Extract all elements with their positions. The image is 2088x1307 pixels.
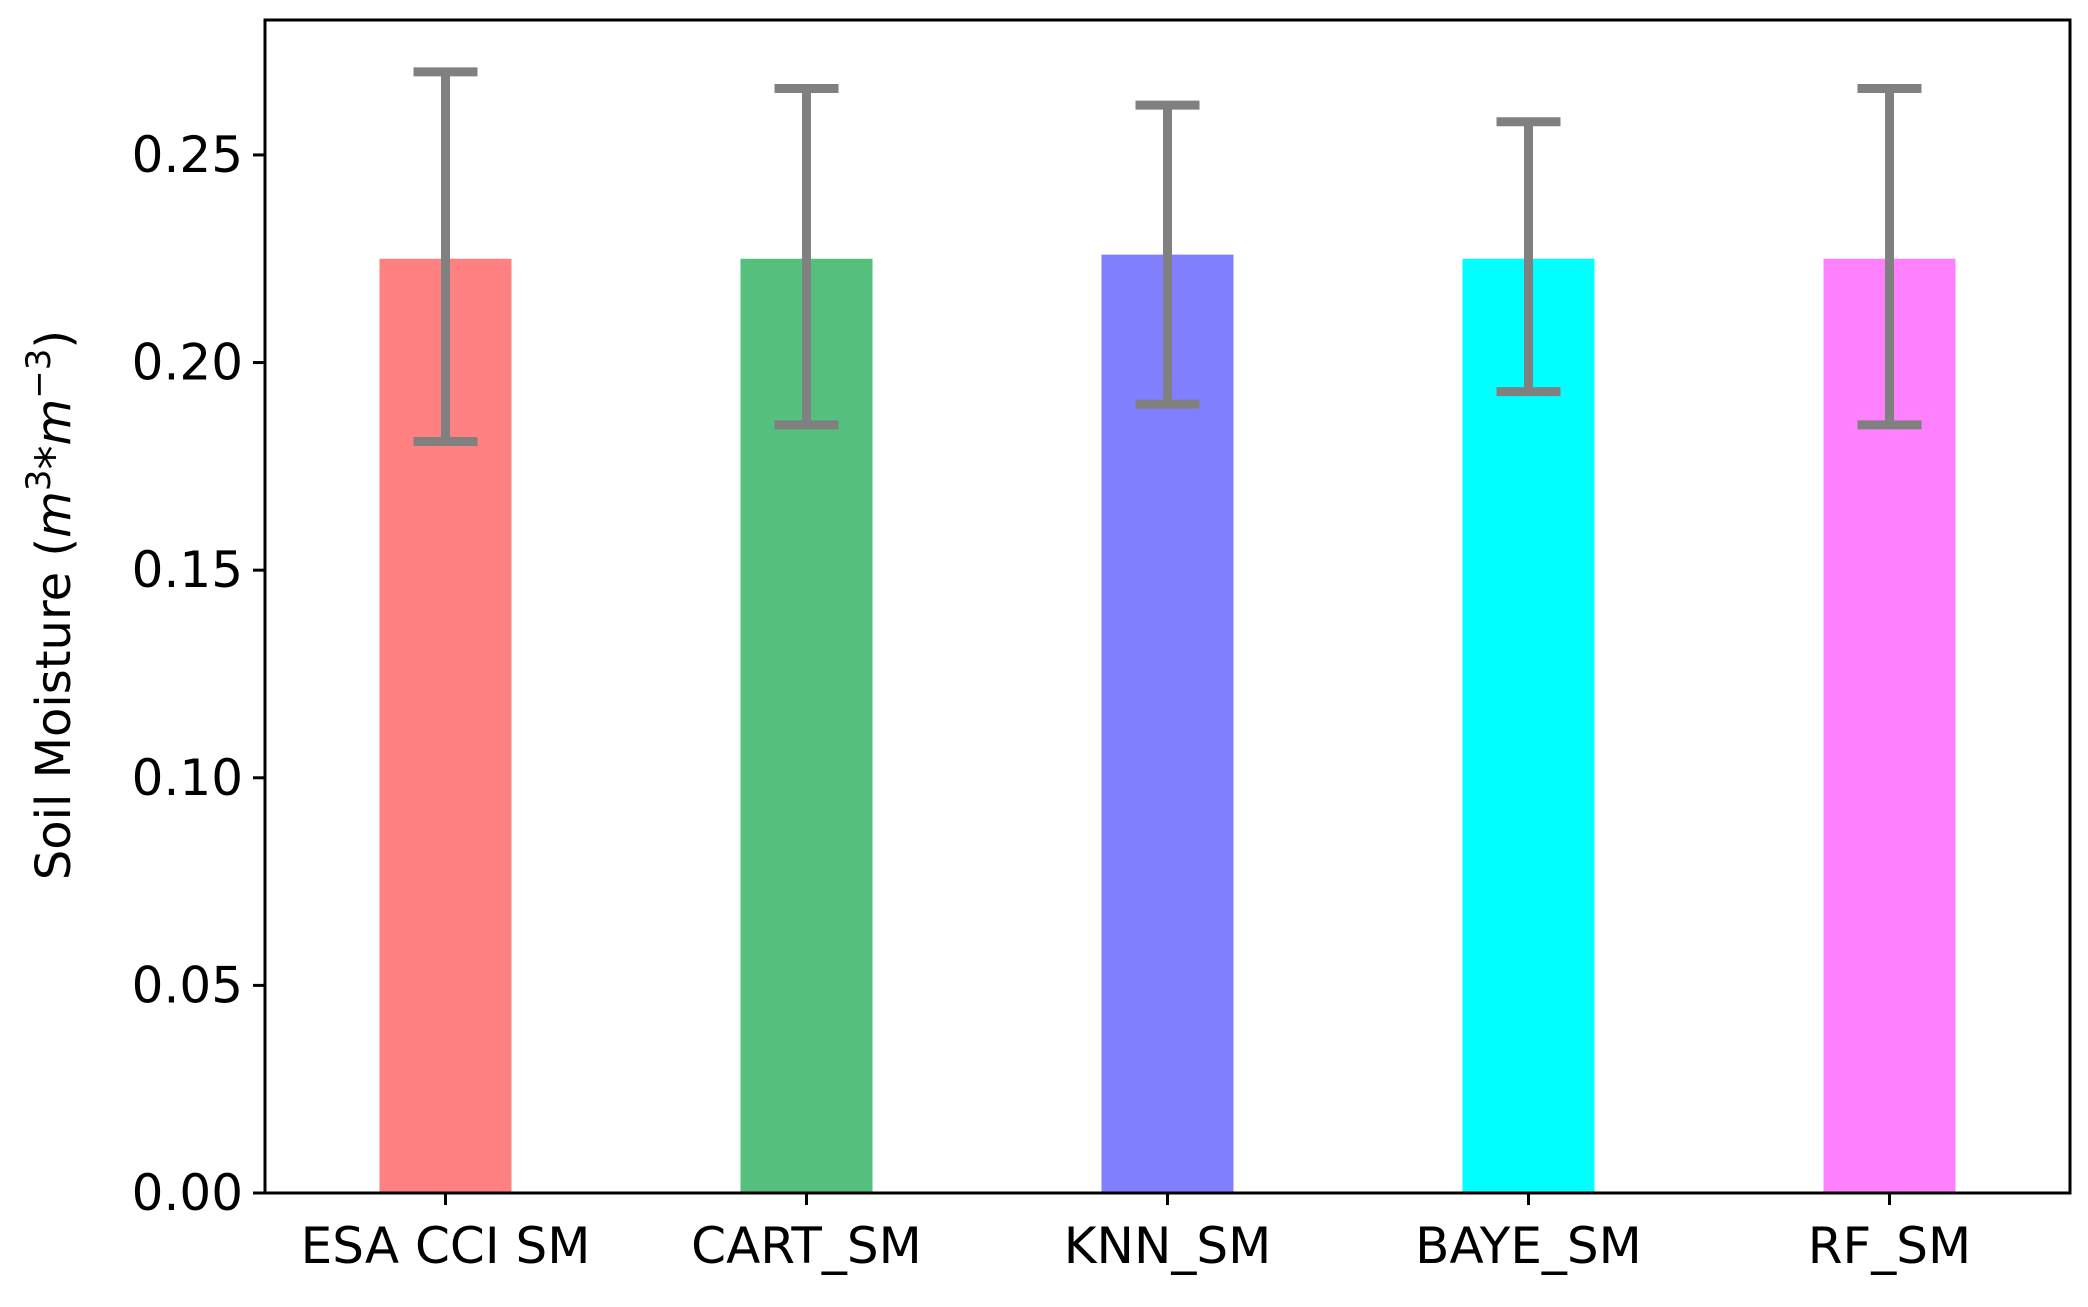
bar-baye-sm	[1462, 258, 1595, 1193]
bars-layer	[379, 254, 1956, 1194]
y-axis: 0.00 0.05 0.10 0.15 0.20 0.25	[132, 126, 265, 1222]
y-tick-label: 0.00	[132, 1164, 243, 1222]
x-tick-label-baye-sm: BAYE_SM	[1415, 1217, 1642, 1275]
x-tick-label-cart-sm: CART_SM	[691, 1217, 922, 1275]
y-axis-label-prefix: Soil Moisture (	[26, 538, 82, 880]
y-tick-label: 0.20	[132, 334, 243, 392]
x-tick-label-esa-cci-sm: ESA CCI SM	[301, 1217, 591, 1275]
x-tick-label-knn-sm: KNN_SM	[1064, 1217, 1271, 1275]
error-bar-cart-sm	[774, 84, 839, 430]
y-axis-label-star: *	[26, 445, 82, 469]
x-axis: ESA CCI SM CART_SM KNN_SM BAYE_SM RF_SM	[301, 1193, 1971, 1275]
y-axis-label-exp2: −3	[19, 349, 59, 399]
x-tick-label-rf-sm: RF_SM	[1808, 1217, 1971, 1275]
y-tick-label: 0.15	[132, 541, 243, 599]
error-bar-rf-sm	[1857, 84, 1922, 430]
y-axis-label: Soil Moisture (m3*m−3)	[19, 330, 82, 880]
y-tick-label: 0.10	[132, 749, 243, 807]
error-bars-layer	[413, 67, 1922, 446]
y-axis-label-m1: m	[26, 491, 82, 538]
y-axis-label-exp1: 3	[19, 469, 59, 491]
y-tick-label: 0.05	[132, 956, 243, 1014]
y-axis-label-m2: m	[26, 399, 82, 446]
y-axis-label-suffix: )	[26, 330, 82, 349]
bar-knn-sm	[1101, 254, 1234, 1194]
error-bar-esa-cci-sm	[413, 67, 478, 446]
error-bar-knn-sm	[1135, 100, 1200, 409]
error-bar-baye-sm	[1496, 117, 1561, 397]
y-tick-label: 0.25	[132, 126, 243, 184]
